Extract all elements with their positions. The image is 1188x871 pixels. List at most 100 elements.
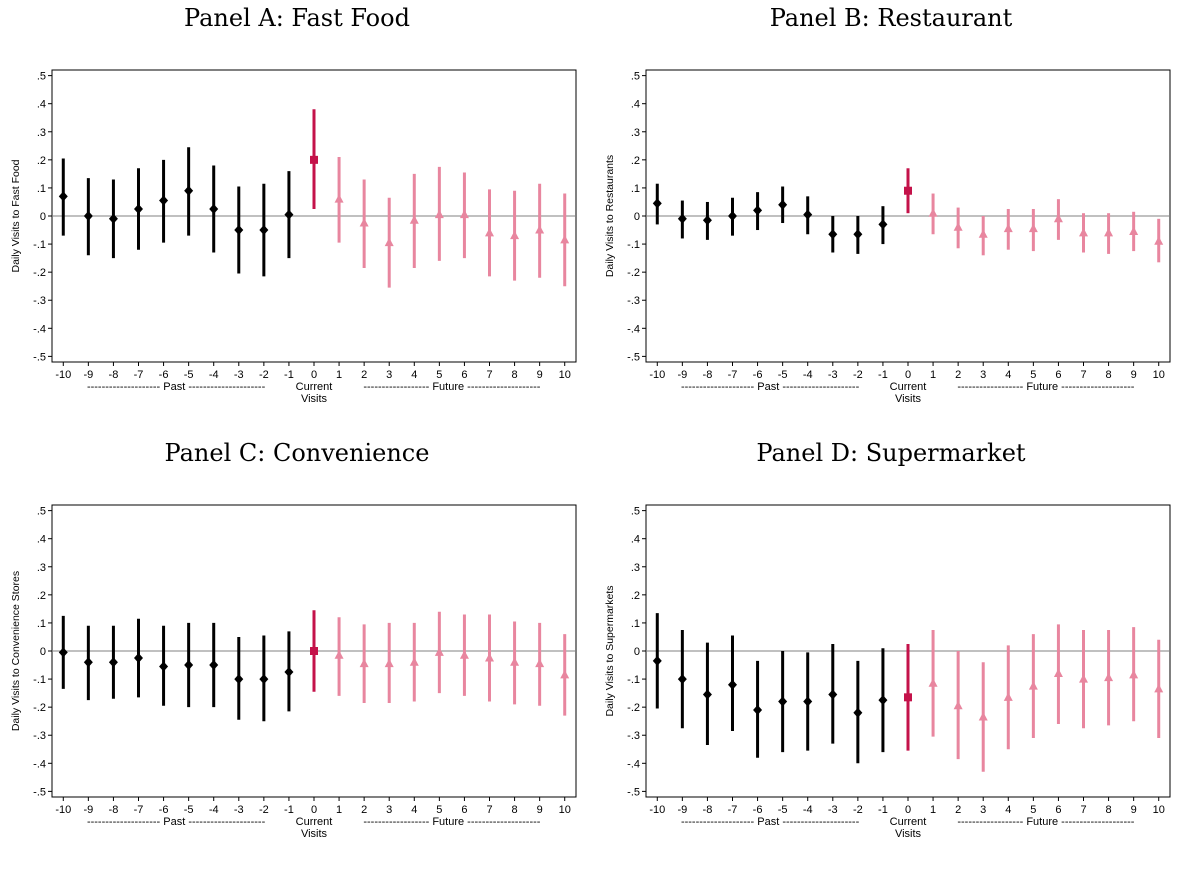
point-estimate-triangle (510, 230, 520, 240)
x-tick-label: 1 (336, 804, 342, 816)
visits-section-label: Visits (895, 828, 922, 840)
x-tick-label: -8 (703, 804, 713, 816)
point-estimate-triangle (978, 229, 988, 238)
visits-section-label: Visits (301, 393, 328, 405)
x-tick-label: -8 (109, 369, 119, 381)
y-tick-label: -.5 (627, 786, 640, 798)
point-estimate-square (904, 693, 912, 702)
x-tick-label: 8 (1106, 804, 1112, 816)
point-estimate-triangle (953, 222, 963, 231)
x-tick-label: 0 (905, 369, 911, 381)
x-tick-label: 2 (361, 369, 367, 381)
panel-title: Panel B: Restaurant (769, 4, 1013, 32)
x-tick-label: -10 (649, 369, 665, 381)
point-estimate-diamond (108, 213, 118, 224)
x-tick-label: -8 (109, 804, 119, 816)
point-estimate-triangle (1028, 681, 1038, 690)
x-tick-label: 8 (1106, 369, 1112, 381)
point-estimate-triangle (510, 657, 520, 666)
point-estimate-triangle (1104, 672, 1114, 682)
point-estimate-diamond (284, 209, 294, 220)
x-tick-label: 10 (1153, 804, 1165, 816)
point-estimate-diamond (677, 674, 687, 685)
x-tick-label: 7 (486, 804, 492, 816)
x-tick-label: 2 (955, 369, 961, 381)
point-estimate-triangle (409, 657, 419, 666)
x-tick-label: 10 (1153, 369, 1165, 381)
point-estimate-triangle (1003, 223, 1013, 233)
point-estimate-triangle (459, 650, 469, 659)
point-estimate-diamond (853, 707, 863, 718)
point-estimate-diamond (259, 225, 269, 236)
x-tick-label: 4 (1005, 804, 1011, 816)
x-tick-label: 9 (537, 369, 543, 381)
panel-c: Panel C: Convenience .5 .4 .3 .2 .1 0 -.1 -.2 -.… (0, 435, 594, 870)
point-estimate-triangle (560, 669, 570, 679)
point-estimate-triangle (1154, 236, 1164, 245)
y-tick-label: .3 (631, 562, 640, 574)
point-estimate-diamond (677, 213, 687, 224)
x-tick-label: 7 (1080, 804, 1086, 816)
past-section-label: -------------------- Past --------------… (681, 816, 860, 828)
y-tick-label: -.5 (33, 786, 46, 798)
x-tick-label: 0 (311, 369, 317, 381)
future-section-label: ------------------ Future --------------… (957, 816, 1134, 828)
point-estimate-triangle (1003, 692, 1013, 701)
point-estimate-diamond (727, 679, 737, 690)
x-tick-label: -8 (703, 369, 713, 381)
point-estimate-diamond (878, 695, 888, 706)
y-tick-label: .2 (37, 590, 46, 602)
point-estimate-triangle (928, 678, 938, 687)
y-tick-label: .3 (631, 127, 640, 139)
y-axis-label: Daily Visits to Fast Food (10, 159, 22, 272)
panel-title: Panel D: Supermarket (756, 439, 1026, 467)
y-axis-label: Daily Visits to Restaurants (604, 155, 616, 277)
point-estimate-triangle (384, 237, 394, 247)
point-estimate-triangle (978, 711, 988, 721)
x-tick-label: -1 (878, 804, 888, 816)
point-estimate-diamond (702, 215, 712, 226)
y-tick-label: -.1 (33, 239, 46, 251)
point-estimate-diamond (184, 660, 194, 671)
point-estimate-diamond (652, 198, 662, 209)
point-estimate-diamond (159, 661, 169, 672)
y-tick-label: 0 (634, 646, 640, 658)
point-estimate-diamond (209, 660, 219, 671)
x-tick-label: 4 (411, 369, 417, 381)
x-tick-label: 2 (955, 804, 961, 816)
point-estimate-triangle (535, 225, 545, 234)
x-tick-label: 5 (1030, 804, 1036, 816)
point-estimate-triangle (409, 215, 419, 224)
x-tick-label: 6 (461, 369, 467, 381)
x-tick-label: 0 (311, 804, 317, 816)
point-estimate-triangle (1129, 669, 1139, 679)
y-tick-label: -.2 (627, 267, 640, 279)
current-section-label: Current (296, 381, 333, 393)
past-section-label: -------------------- Past --------------… (681, 381, 860, 393)
future-section-label: ------------------ Future --------------… (363, 816, 540, 828)
y-tick-label: 0 (634, 211, 640, 223)
x-tick-label: 8 (512, 804, 518, 816)
panel-a: Panel A: Fast Food .5 .4 .3 .2 .1 0 -.1 -.2 -.3 -… (0, 0, 594, 435)
x-tick-label: 9 (537, 804, 543, 816)
x-tick-label: -9 (83, 804, 93, 816)
point-estimate-triangle (928, 208, 938, 217)
point-estimate-diamond (803, 696, 813, 707)
y-axis-label: Daily Visits to Convenience Stores (10, 571, 22, 731)
x-tick-label: 4 (411, 804, 417, 816)
panel-d: Panel D: Supermarket .5 .4 .3 .2 .1 0 -.1 -.2 -.… (594, 435, 1188, 870)
point-estimate-triangle (1028, 223, 1038, 233)
y-tick-label: -.3 (33, 730, 46, 742)
panel-b-plot: .5.4.3.2.10-.1-.2-.3-.4-.5-10 -9 -8 -7 -6 -5-… (604, 69, 1171, 405)
y-tick-label: 0 (40, 646, 46, 658)
point-estimate-triangle (434, 647, 444, 656)
x-tick-label: 3 (980, 369, 986, 381)
y-tick-label: -.4 (33, 758, 46, 770)
x-tick-label: -1 (284, 804, 294, 816)
x-tick-label: -2 (853, 804, 863, 816)
point-estimate-diamond (652, 655, 662, 666)
x-tick-label: -10 (649, 804, 665, 816)
point-estimate-triangle (560, 234, 570, 244)
y-tick-label: -.1 (627, 674, 640, 686)
point-estimate-diamond (753, 205, 763, 216)
